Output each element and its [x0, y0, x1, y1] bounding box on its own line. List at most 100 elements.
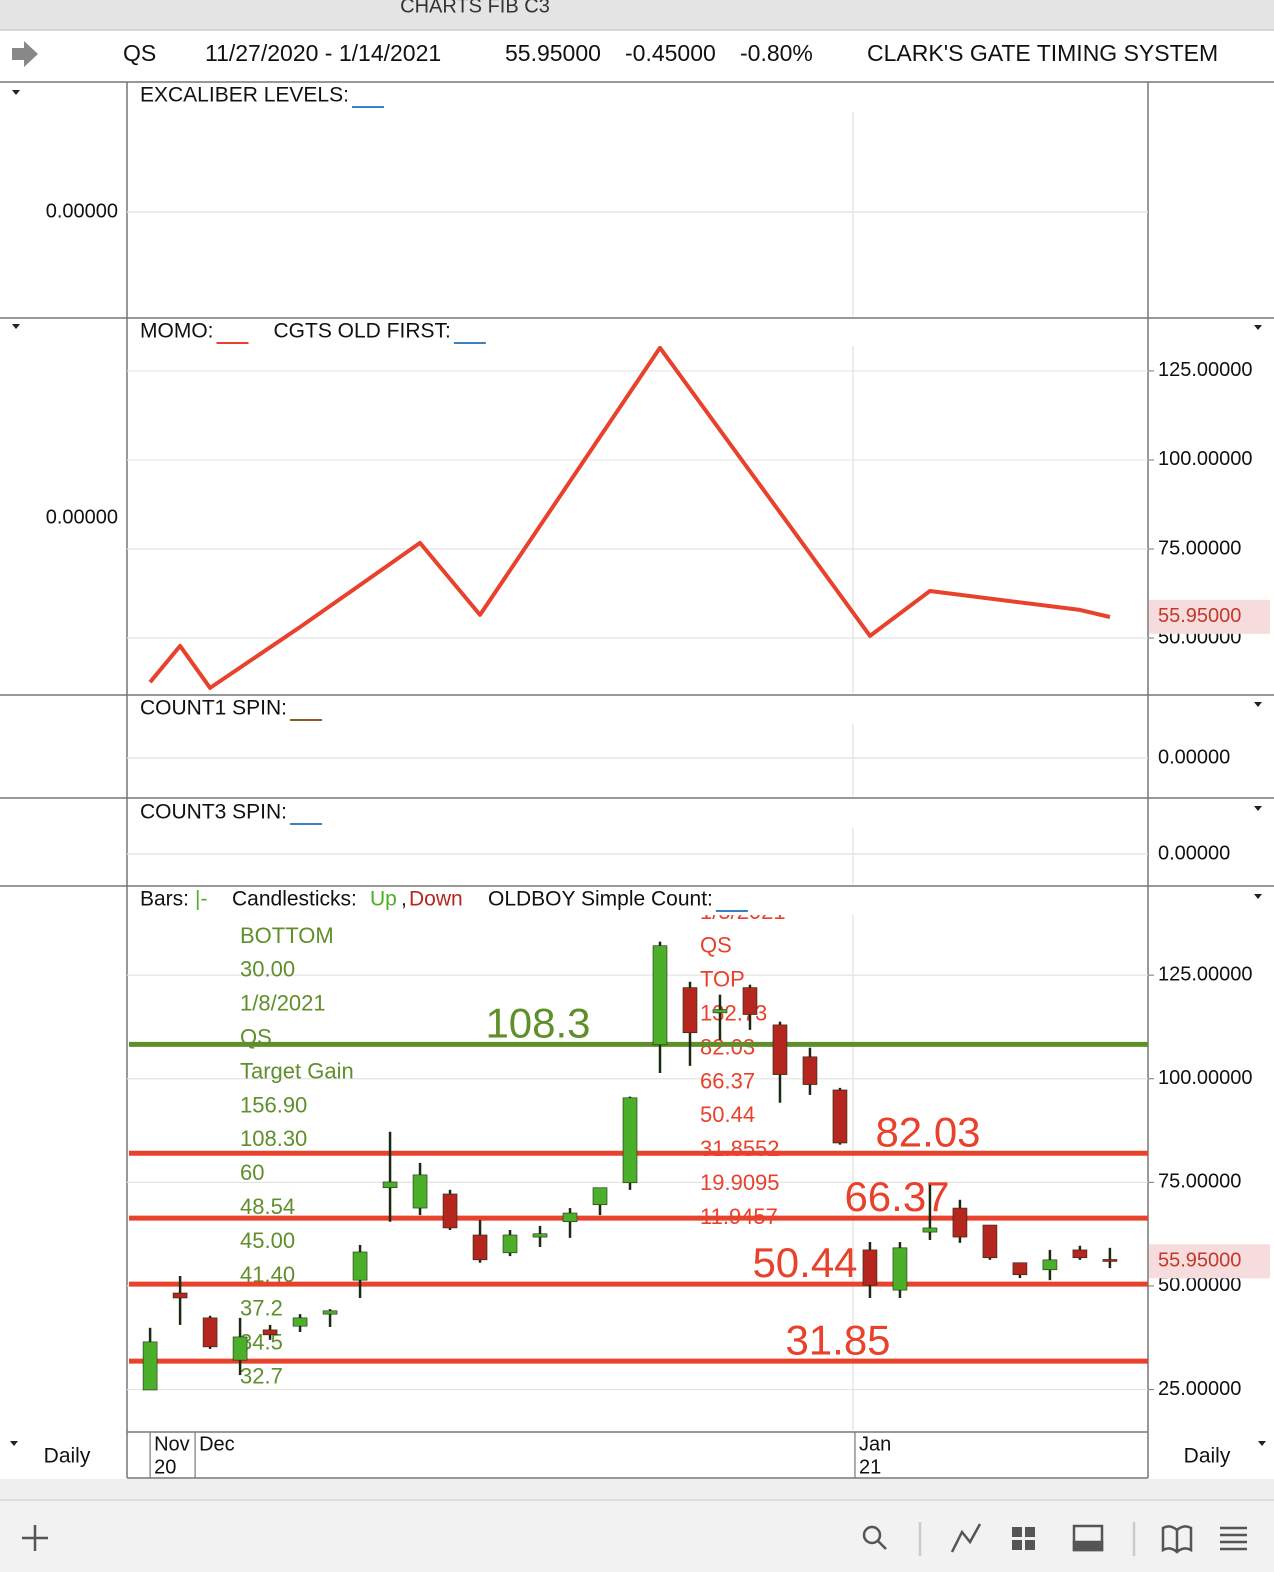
annotation: 45.00 — [240, 1228, 295, 1253]
annotation: 30.00 — [240, 957, 295, 982]
legend-label: MOMO: — [140, 320, 214, 343]
add-button[interactable] — [22, 1525, 48, 1551]
layout-button[interactable] — [1012, 1527, 1035, 1550]
last-price-label: 55.95000 — [1158, 605, 1241, 627]
y-tick-label: 100.00000 — [1158, 448, 1253, 470]
left-axis-label: 0.00000 — [46, 200, 118, 222]
annotation: 48.54 — [240, 1194, 295, 1219]
annotation: 32.7 — [240, 1364, 283, 1389]
candle-body — [592, 1187, 608, 1206]
level-label: 82.03 — [875, 1108, 980, 1155]
annotation: 19.9095 — [700, 1170, 780, 1195]
candle-body — [352, 1251, 368, 1281]
x-year-label: 20 — [154, 1456, 176, 1478]
legend-label: OLDBOY Simple Count: — [488, 888, 713, 911]
candle-body — [322, 1310, 338, 1315]
candle-body — [1012, 1262, 1028, 1276]
momo-line — [148, 346, 1111, 690]
symbol: QS — [123, 40, 156, 66]
legend-label: Bars: — [140, 888, 189, 911]
book-button[interactable] — [1161, 1525, 1193, 1554]
legend-label: EXCALIBER LEVELS: — [140, 84, 349, 107]
candle-body — [562, 1212, 578, 1223]
candle-body — [772, 1024, 788, 1075]
annotation: 82.03 — [700, 1034, 755, 1059]
candle-body — [382, 1181, 398, 1189]
panel-menu[interactable] — [1254, 325, 1262, 330]
annotation: 108.30 — [240, 1126, 307, 1151]
header-bar — [0, 30, 1274, 82]
annotation: 60 — [240, 1160, 264, 1185]
candle-body — [532, 1233, 548, 1238]
title-bar — [0, 0, 1274, 30]
panel-menu[interactable] — [1254, 702, 1262, 707]
annotation: 156.90 — [240, 1092, 307, 1117]
window-title: CHARTS FIB C3 — [400, 0, 550, 17]
last-price: 55.95000 — [505, 40, 601, 66]
panel-frames — [0, 81, 1274, 1479]
level-label: 66.37 — [844, 1173, 949, 1220]
right-axis-label: 0.00000 — [1158, 842, 1230, 864]
date-separators — [127, 112, 1148, 1430]
candle-body — [862, 1249, 878, 1286]
window-button-fill — [1072, 1540, 1104, 1552]
candle-body — [622, 1097, 638, 1184]
chart-button[interactable] — [950, 1523, 982, 1553]
date-range: 11/27/2020 - 1/14/2021 — [205, 40, 441, 66]
panel-menu[interactable] — [12, 324, 20, 329]
candle-body — [142, 1341, 158, 1391]
candle-body — [292, 1317, 308, 1327]
candle-body — [1102, 1259, 1118, 1262]
plot-area — [148, 346, 1111, 690]
annotation: TOP — [700, 967, 745, 992]
annotation: 66.37 — [700, 1068, 755, 1093]
menu-arrow[interactable] — [12, 41, 38, 67]
timeframe[interactable]: Daily — [44, 1445, 91, 1468]
annotation: 37.2 — [240, 1296, 283, 1321]
candle-body — [802, 1056, 818, 1085]
footer-gap — [0, 1479, 1274, 1500]
panel-menu[interactable] — [10, 1441, 18, 1446]
change-pct: -0.80% — [740, 40, 813, 66]
y-tick-label: 50.00000 — [1158, 1274, 1241, 1296]
level-label: 108.3 — [485, 999, 590, 1046]
left-axis-label: 0.00000 — [46, 506, 118, 528]
candle-body — [442, 1193, 458, 1229]
plot-area: BOTTOM 30.00 1/8/2021 QS Target Gain 156.90 10… — [129, 899, 1148, 1391]
legend-label: , — [401, 888, 407, 911]
x-year-label: 21 — [859, 1456, 881, 1478]
legend-label: CGTS OLD FIRST: — [274, 320, 451, 343]
panel-menu[interactable] — [12, 90, 20, 95]
candle-body — [652, 945, 668, 1046]
toolbar-icons — [22, 1522, 1247, 1556]
legend-label: Down — [409, 888, 463, 911]
right-axis-label: 0.00000 — [1158, 746, 1230, 768]
y-tick-label: 75.00000 — [1158, 1171, 1241, 1193]
level-label: 50.44 — [752, 1239, 857, 1286]
candle-body — [1072, 1249, 1088, 1259]
last-price-tag — [1149, 599, 1270, 634]
annotation: 1/5/2021 — [700, 899, 786, 924]
legend-label: COUNT3 SPIN: — [140, 801, 287, 824]
annotation: 50.44 — [700, 1102, 755, 1127]
timeframe[interactable]: Daily — [1184, 1445, 1231, 1468]
y-tick-label: 125.00000 — [1158, 359, 1253, 381]
y-tick-label: 75.00000 — [1158, 537, 1241, 559]
legend-label: Up — [370, 888, 397, 911]
panel-menu[interactable] — [1254, 806, 1262, 811]
last-price-label: 55.95000 — [1158, 1250, 1241, 1272]
candle-body — [202, 1317, 218, 1348]
chart-layer: EXCALIBER LEVELS: MOMO: CGTS OLD FIRST: COU… — [127, 84, 1270, 1478]
candle-body — [742, 987, 758, 1015]
candle-body — [232, 1336, 248, 1361]
panel-menu[interactable] — [1254, 894, 1262, 899]
panel-menu[interactable] — [1258, 1441, 1266, 1446]
last-price-tag — [1149, 1244, 1270, 1279]
candle-body — [982, 1224, 998, 1259]
level-label: 31.85 — [785, 1316, 890, 1363]
x-tick-label: Dec — [199, 1433, 235, 1455]
candle-body — [502, 1234, 518, 1254]
search-button[interactable] — [862, 1525, 882, 1545]
list-button[interactable] — [1220, 1526, 1247, 1551]
